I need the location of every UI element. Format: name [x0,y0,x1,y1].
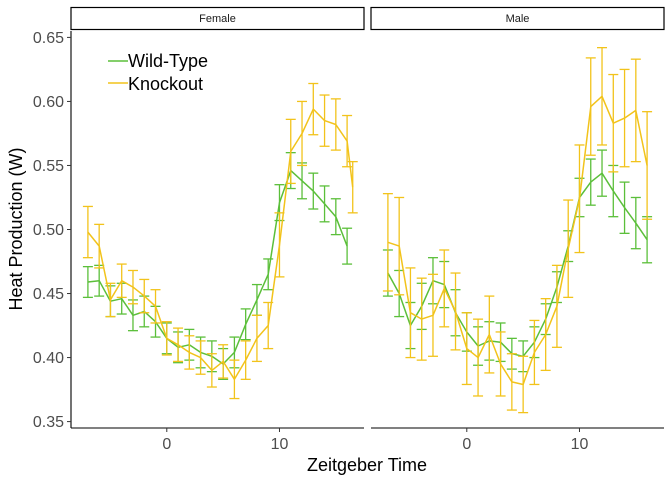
legend-label-wild-type: Wild-Type [128,51,208,71]
series-line-knockout [387,95,648,386]
series-line-knockout [87,108,354,381]
plot-area-female [82,82,358,400]
y-tick-label: 0.60 [33,94,64,111]
error-bars-knockout [382,46,653,414]
x-axis-ticks-female: 0 10 [162,428,288,453]
y-tick-label: 0.65 [33,30,64,47]
error-bars-knockout [82,82,358,400]
x-tick-label: 10 [571,436,589,453]
strip-label-female: Female [199,13,236,25]
x-tick-label: 0 [462,436,471,453]
y-tick-label: 0.50 [33,222,64,239]
y-tick-label: 0.35 [33,414,64,431]
panel-male-strip: Male [370,6,665,31]
y-tick-label: 0.55 [33,158,64,175]
legend: Wild-Type Knockout [108,51,208,94]
x-axis-ticks-male: 0 10 [462,428,588,453]
x-axis-title: Zeitgeber Time [307,455,427,475]
series-line-wild-type [87,169,348,365]
x-tick-label: 10 [271,436,289,453]
y-tick-label: 0.45 [33,286,64,303]
y-axis-title: Heat Production (W) [6,147,26,310]
series-line-wild-type [387,172,648,358]
x-tick-label: 0 [162,436,171,453]
legend-label-knockout: Knockout [128,74,203,94]
plot-area-male [382,46,653,414]
error-bars-wild-type [82,152,353,380]
y-tick-label: 0.40 [33,350,64,367]
panel-female-strip: Female [70,6,365,31]
error-bars-wild-type [382,149,653,373]
strip-label-male: Male [506,13,530,25]
y-axis-ticks: 0.35 0.40 0.45 0.50 0.55 0.60 0.65 [33,30,71,431]
